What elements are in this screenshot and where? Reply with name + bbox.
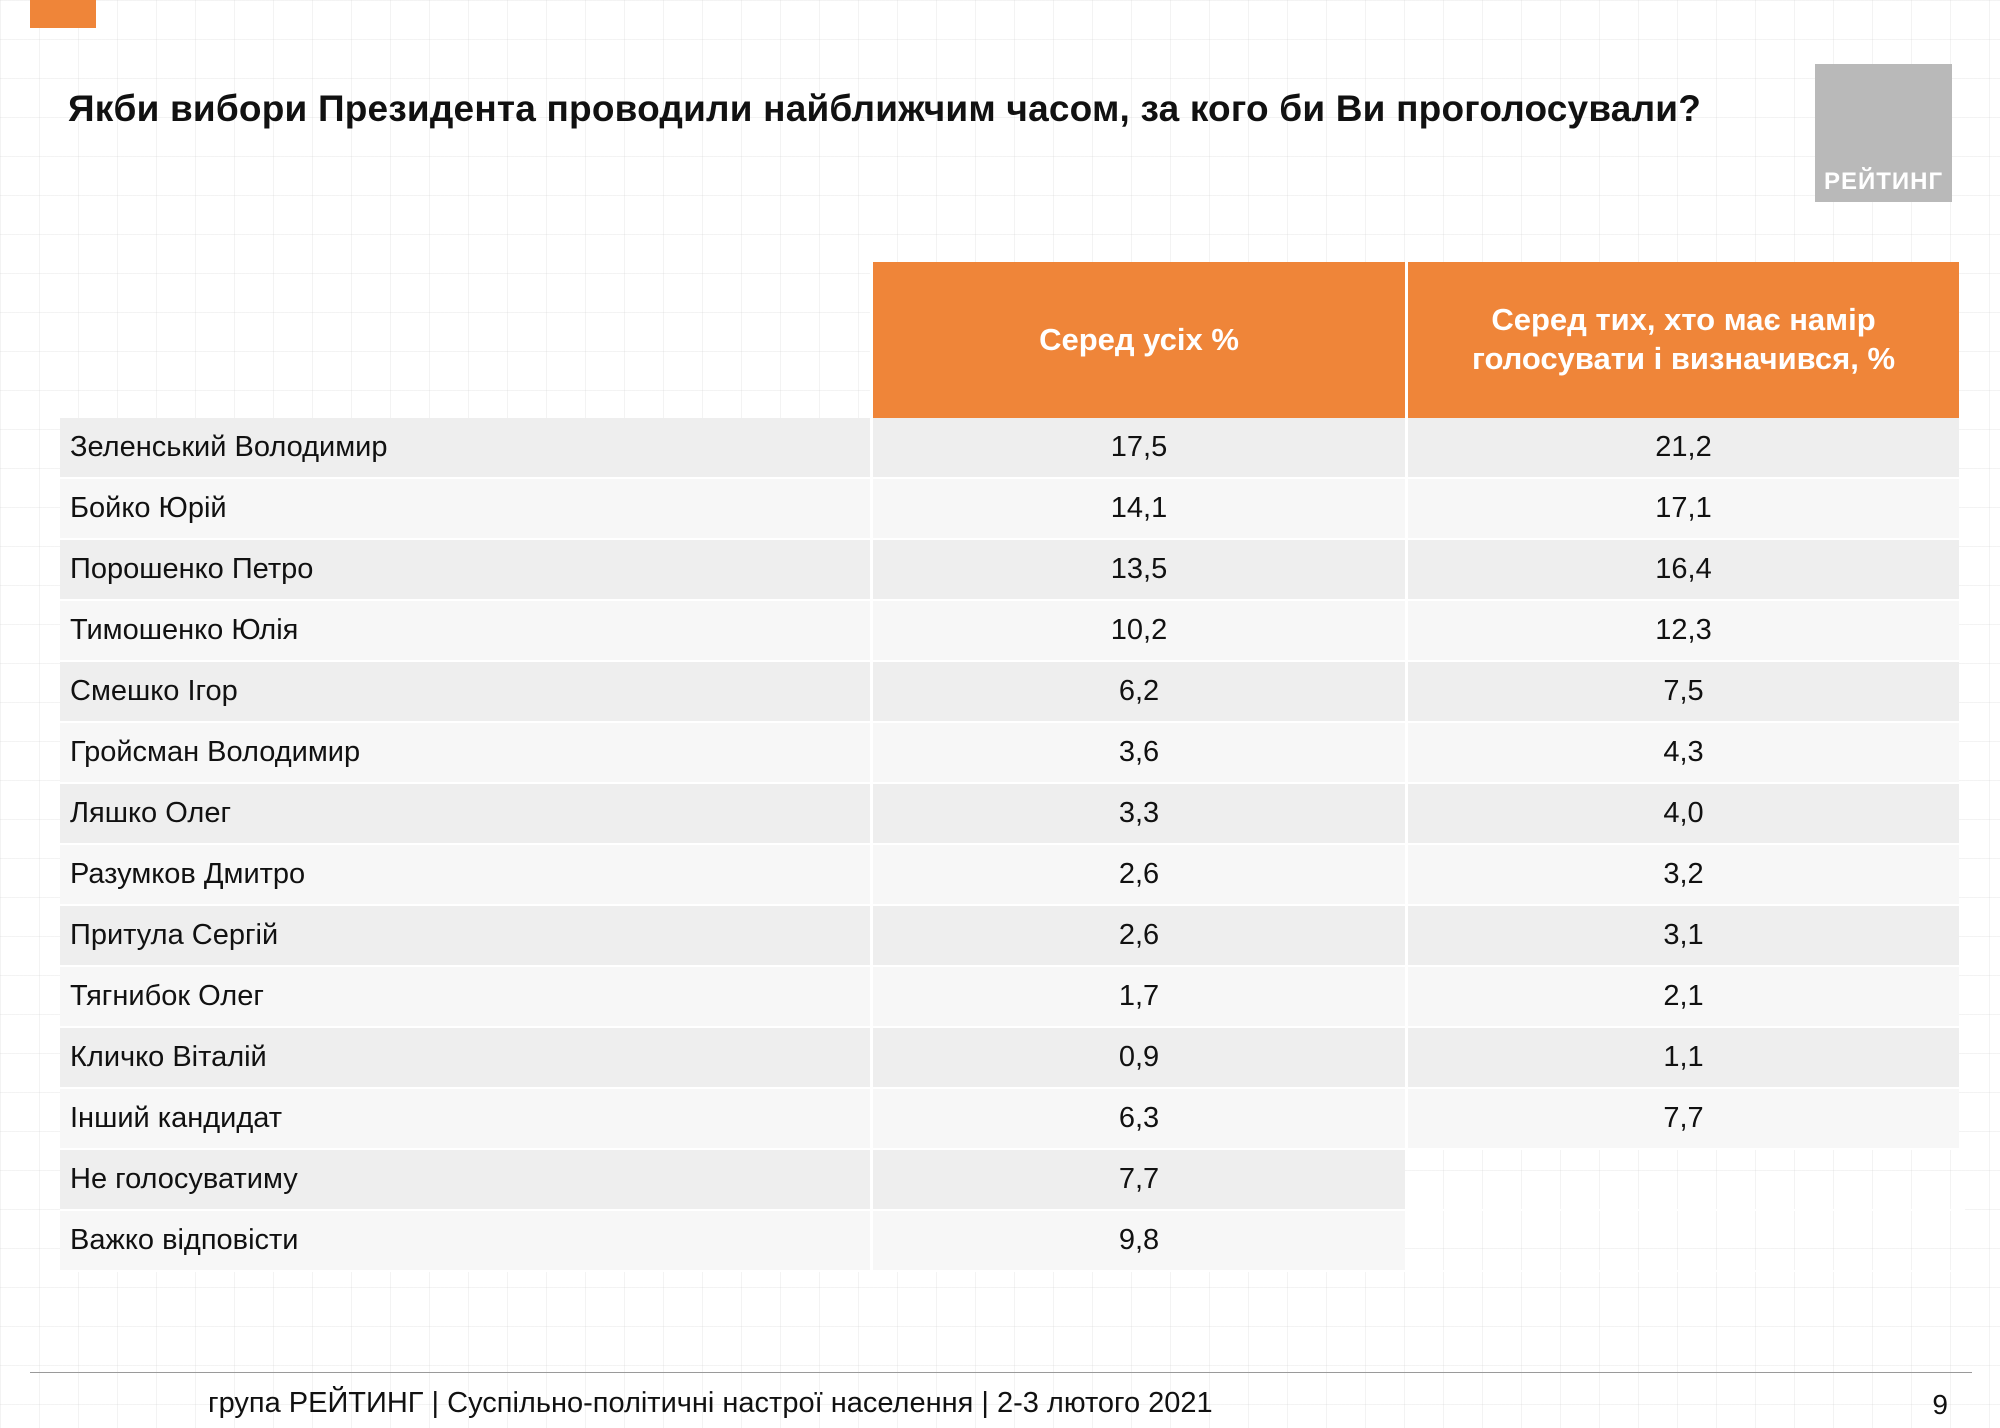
value-among-all: 7,7 [870, 1150, 1405, 1209]
value-among-all: 14,1 [870, 479, 1405, 538]
candidate-name: Не голосуватиму [60, 1150, 870, 1209]
value-among-decided [1405, 1211, 1959, 1270]
poll-results-table: Серед усіх % Серед тих, хто має намір го… [60, 262, 1965, 1272]
candidate-name: Тимошенко Юлія [60, 601, 870, 660]
value-among-decided: 7,7 [1405, 1089, 1959, 1148]
value-among-all: 1,7 [870, 967, 1405, 1026]
table-row: Кличко Віталій 0,9 1,1 [60, 1028, 1965, 1089]
value-among-decided: 4,3 [1405, 723, 1959, 782]
candidate-name: Ляшко Олег [60, 784, 870, 843]
table-row: Ляшко Олег 3,3 4,0 [60, 784, 1965, 845]
value-among-decided: 21,2 [1405, 418, 1959, 477]
value-among-all: 9,8 [870, 1211, 1405, 1270]
value-among-all: 3,6 [870, 723, 1405, 782]
column-header-among-decided: Серед тих, хто має намір голосувати і ви… [1405, 262, 1959, 418]
value-among-decided: 3,1 [1405, 906, 1959, 965]
candidate-name: Бойко Юрій [60, 479, 870, 538]
table-row: Тягнибок Олег 1,7 2,1 [60, 967, 1965, 1028]
table-row: Бойко Юрій 14,1 17,1 [60, 479, 1965, 540]
candidate-name: Разумков Дмитро [60, 845, 870, 904]
candidate-name: Тягнибок Олег [60, 967, 870, 1026]
candidate-name: Інший кандидат [60, 1089, 870, 1148]
value-among-all: 0,9 [870, 1028, 1405, 1087]
candidate-name: Гройсман Володимир [60, 723, 870, 782]
value-among-decided: 7,5 [1405, 662, 1959, 721]
table-row: Не голосуватиму 7,7 [60, 1150, 1965, 1211]
table-row: Разумков Дмитро 2,6 3,2 [60, 845, 1965, 906]
value-among-all: 2,6 [870, 906, 1405, 965]
table-row: Порошенко Петро 13,5 16,4 [60, 540, 1965, 601]
table-row: Смешко Ігор 6,2 7,5 [60, 662, 1965, 723]
footer-source-text: група РЕЙТИНГ | Суспільно-політичні наст… [208, 1387, 1213, 1419]
value-among-decided: 16,4 [1405, 540, 1959, 599]
page-title: Якби вибори Президента проводили найближ… [68, 88, 1702, 129]
value-among-all: 6,2 [870, 662, 1405, 721]
value-among-all: 2,6 [870, 845, 1405, 904]
value-among-decided: 3,2 [1405, 845, 1959, 904]
table-row: Інший кандидат 6,3 7,7 [60, 1089, 1965, 1150]
table-header-row: Серед усіх % Серед тих, хто має намір го… [60, 262, 1965, 418]
table-row: Тимошенко Юлія 10,2 12,3 [60, 601, 1965, 662]
rating-group-logo: РЕЙТИНГ [1815, 64, 1952, 202]
footer-divider [30, 1372, 1972, 1373]
table-row: Гройсман Володимир 3,6 4,3 [60, 723, 1965, 784]
candidate-name: Смешко Ігор [60, 662, 870, 721]
table-row: Важко відповісти 9,8 [60, 1211, 1965, 1272]
table-row: Притула Сергій 2,6 3,1 [60, 906, 1965, 967]
candidate-name: Притула Сергій [60, 906, 870, 965]
value-among-all: 13,5 [870, 540, 1405, 599]
page-number: 9 [1932, 1389, 1948, 1420]
table-body: Зеленський Володимир 17,5 21,2 Бойко Юрій 14… [60, 418, 1965, 1272]
table-row: Зеленський Володимир 17,5 21,2 [60, 418, 1965, 479]
candidate-name: Кличко Віталій [60, 1028, 870, 1087]
candidate-name: Порошенко Петро [60, 540, 870, 599]
value-among-all: 6,3 [870, 1089, 1405, 1148]
value-among-all: 3,3 [870, 784, 1405, 843]
value-among-decided [1405, 1150, 1959, 1209]
column-header-among-all: Серед усіх % [870, 262, 1405, 418]
rating-logo-label: РЕЙТИНГ [1823, 168, 1944, 195]
value-among-decided: 2,1 [1405, 967, 1959, 1026]
value-among-decided: 4,0 [1405, 784, 1959, 843]
value-among-all: 17,5 [870, 418, 1405, 477]
value-among-decided: 17,1 [1405, 479, 1959, 538]
candidate-name: Зеленський Володимир [60, 418, 870, 477]
candidate-name: Важко відповісти [60, 1211, 870, 1270]
value-among-all: 10,2 [870, 601, 1405, 660]
value-among-decided: 12,3 [1405, 601, 1959, 660]
value-among-decided: 1,1 [1405, 1028, 1959, 1087]
column-header-candidate [60, 262, 870, 418]
accent-bar [30, 0, 96, 28]
